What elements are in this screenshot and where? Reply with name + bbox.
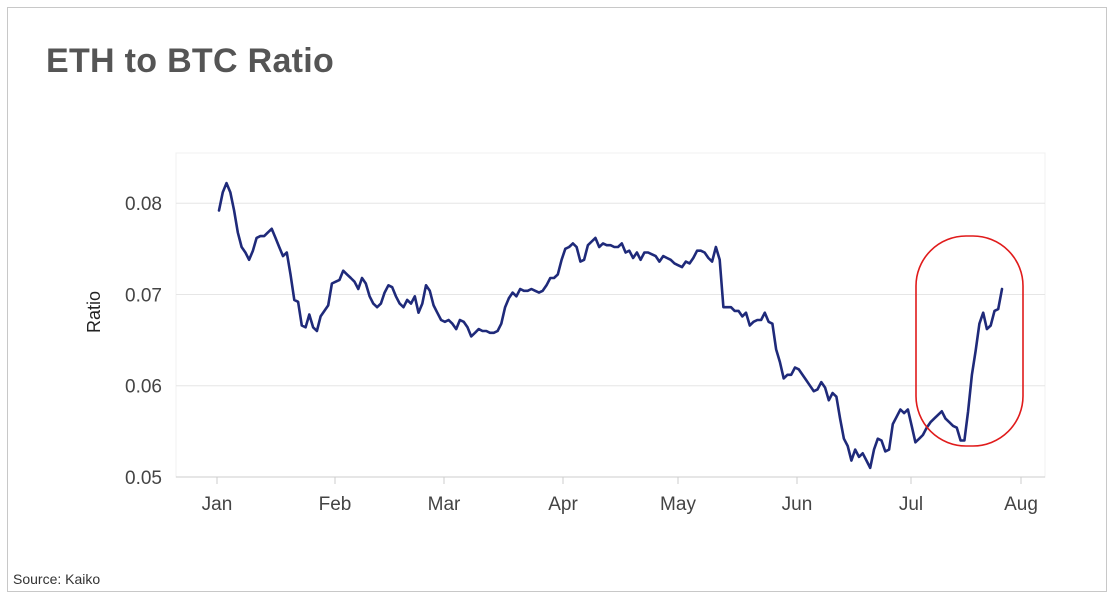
series xyxy=(217,181,1004,470)
x-tick-label: Aug xyxy=(1004,494,1038,515)
highlight-annotation xyxy=(915,235,1024,447)
x-tick-label: Jan xyxy=(202,494,233,515)
axes xyxy=(176,476,1045,484)
y-tick-label: 0.07 xyxy=(125,285,162,306)
x-tick-label: Mar xyxy=(428,494,461,515)
plot-area xyxy=(175,152,1046,478)
gridlines xyxy=(175,152,1046,478)
x-tick-label: Jun xyxy=(782,494,813,515)
annotations xyxy=(915,235,1024,447)
y-tick-label: 0.08 xyxy=(125,194,162,215)
source-note: Source: Kaiko xyxy=(13,571,101,587)
chart-title: ETH to BTC Ratio xyxy=(46,42,335,80)
tick-labels: 0.05 0.06 0.07 0.08 Jan Feb Mar Apr May Jun Jul Aug xyxy=(125,194,1038,515)
y-tick-label: 0.05 xyxy=(125,468,162,489)
x-tick-label: May xyxy=(660,494,696,515)
x-tick-label: Apr xyxy=(548,494,578,515)
chart-frame xyxy=(7,7,1107,592)
y-tick-label: 0.06 xyxy=(125,377,162,398)
x-tick-label: Jul xyxy=(899,494,923,515)
y-axis-title: Ratio xyxy=(84,291,104,333)
series-line xyxy=(217,181,1004,470)
x-tick-label: Feb xyxy=(319,494,352,515)
